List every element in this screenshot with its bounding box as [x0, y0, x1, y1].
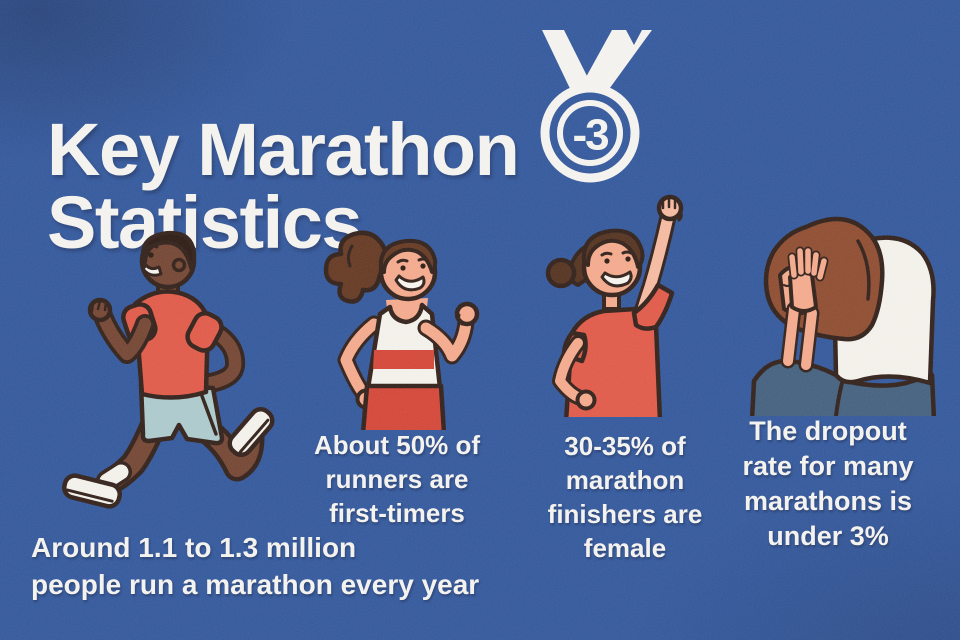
back-shoe — [227, 407, 275, 457]
dejected-woman-illustration — [750, 213, 940, 416]
stat-caption-dropout-rate: The dropout rate for many marathons is u… — [742, 416, 914, 551]
stat-caption-first-timers: About 50% of runners are first-timers — [313, 430, 481, 528]
cheering-woman-illustration — [538, 183, 718, 417]
stat-caption-female-finishers: 30-35% of marathon finishers are female — [547, 431, 703, 563]
running-man-illustration — [55, 228, 280, 523]
running-woman-illustration — [316, 222, 506, 430]
medal-number-label: -3 — [572, 111, 608, 160]
stat-caption-annual-runners: Around 1.1 to 1.3 million people run a m… — [31, 532, 480, 600]
